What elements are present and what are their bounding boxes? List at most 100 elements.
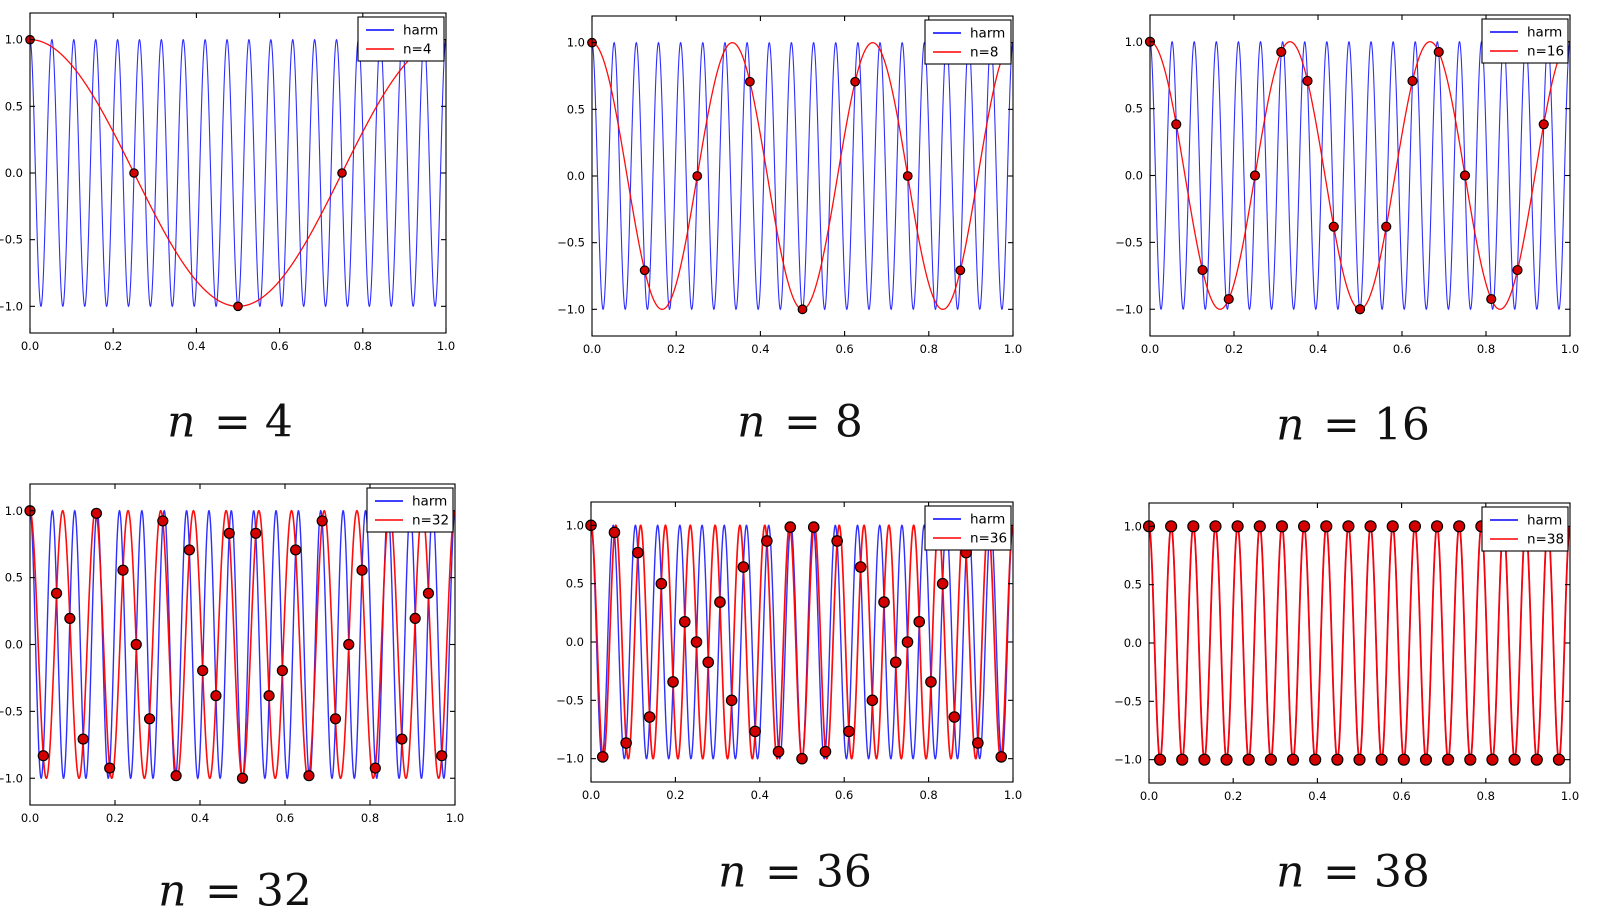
legend-box <box>924 505 1012 551</box>
svg-text:1.0: 1.0 <box>5 504 23 518</box>
svg-text:1.0: 1.0 <box>566 518 584 532</box>
plot-n32: 0.0 0.2 0.4 0.6 0.8 1.0 1.0 0.5 0.0 −0.5 −1.0 harm n… <box>0 483 464 825</box>
caption-variable: n <box>1276 846 1305 898</box>
svg-text:0.6: 0.6 <box>270 339 288 353</box>
svg-text:0.8: 0.8 <box>1477 789 1495 803</box>
svg-text:0.4: 0.4 <box>191 811 209 825</box>
svg-text:0.6: 0.6 <box>276 811 294 825</box>
caption-variable: n <box>1276 399 1305 451</box>
svg-text:0.0: 0.0 <box>566 635 584 649</box>
svg-text:−1.0: −1.0 <box>556 752 584 766</box>
caption-variable: n <box>167 396 196 448</box>
axes-background <box>1150 15 1570 336</box>
svg-text:0.8: 0.8 <box>361 811 379 825</box>
svg-text:0.2: 0.2 <box>106 811 124 825</box>
plot-n16: 0.0 0.2 0.4 0.6 0.8 1.0 1.0 0.5 0.0 −0.5 −1.0 harm n… <box>1115 14 1579 356</box>
axis-ticks <box>29 13 447 333</box>
svg-text:0.8: 0.8 <box>354 339 372 353</box>
svg-text:0.0: 0.0 <box>1140 789 1158 803</box>
y-tick-labels: 1.0 0.5 0.0 −0.5 −1.0 <box>1115 35 1143 317</box>
svg-text:0.0: 0.0 <box>582 788 600 802</box>
svg-text:1.0: 1.0 <box>1561 789 1579 803</box>
svg-text:−0.5: −0.5 <box>557 236 585 250</box>
svg-text:0.0: 0.0 <box>1124 636 1142 650</box>
svg-text:0.4: 0.4 <box>187 339 205 353</box>
y-tick-labels: 1.0 0.5 0.0 −0.5 −1.0 <box>1114 519 1142 766</box>
legend-box <box>924 19 1012 65</box>
y-tick-labels: 1.0 0.5 0.0 −0.5 −1.0 <box>556 518 584 765</box>
legend-entry: harm <box>970 26 1005 42</box>
x-tick-labels: 0.0 0.2 0.4 0.6 0.8 1.0 <box>1141 342 1579 356</box>
legend-entry: harm <box>1527 513 1562 529</box>
caption-value: = 8 <box>783 396 863 448</box>
legend-entry: n=8 <box>970 45 998 61</box>
svg-text:0.2: 0.2 <box>104 339 122 353</box>
svg-text:0.2: 0.2 <box>666 788 684 802</box>
svg-text:−1.0: −1.0 <box>0 771 23 785</box>
svg-text:0.6: 0.6 <box>1392 789 1410 803</box>
legend: harm n=36 <box>924 505 1012 551</box>
svg-text:0.0: 0.0 <box>1125 169 1143 183</box>
svg-text:0.8: 0.8 <box>919 788 937 802</box>
svg-text:−1.0: −1.0 <box>1114 753 1142 767</box>
svg-text:−0.5: −0.5 <box>1114 694 1142 708</box>
legend: harm n=4 <box>357 16 445 62</box>
svg-text:1.0: 1.0 <box>1124 519 1142 533</box>
svg-text:0.5: 0.5 <box>5 571 23 585</box>
plot-n36: 0.0 0.2 0.4 0.6 0.8 1.0 1.0 0.5 0.0 −0.5 −1.0 harm n… <box>556 501 1022 802</box>
y-tick-labels: 1.0 0.5 0.0 −0.5 −1.0 <box>0 33 23 314</box>
x-tick-labels: 0.0 0.2 0.4 0.6 0.8 1.0 <box>582 788 1022 802</box>
svg-text:−0.5: −0.5 <box>556 693 584 707</box>
caption-n32: n = 32 <box>158 866 312 917</box>
legend-entry: harm <box>412 494 447 510</box>
x-tick-labels: 0.0 0.2 0.4 0.6 0.8 1.0 <box>21 339 455 353</box>
axes-background <box>30 13 446 333</box>
x-tick-labels: 0.0 0.2 0.4 0.6 0.8 1.0 <box>583 342 1022 356</box>
svg-text:0.2: 0.2 <box>1225 342 1243 356</box>
svg-text:−0.5: −0.5 <box>1115 235 1143 249</box>
svg-text:0.0: 0.0 <box>583 342 601 356</box>
svg-text:1.0: 1.0 <box>446 811 464 825</box>
svg-text:−1.0: −1.0 <box>0 299 23 313</box>
svg-text:1.0: 1.0 <box>437 339 455 353</box>
svg-text:1.0: 1.0 <box>1125 35 1143 49</box>
plot-n38: 0.0 0.2 0.4 0.6 0.8 1.0 1.0 0.5 0.0 −0.5 −1.0 harm n… <box>1114 502 1579 803</box>
legend-entry: n=38 <box>1527 532 1564 548</box>
sample-points <box>24 505 448 784</box>
legend-entry: n=32 <box>412 513 449 529</box>
svg-text:0.0: 0.0 <box>5 166 23 180</box>
svg-text:1.0: 1.0 <box>1004 788 1022 802</box>
sample-points <box>587 37 966 315</box>
svg-text:0.8: 0.8 <box>1477 342 1495 356</box>
svg-text:0.6: 0.6 <box>835 788 853 802</box>
caption-value: = 36 <box>764 846 872 898</box>
caption-value: = 32 <box>204 865 312 917</box>
svg-text:0.6: 0.6 <box>835 342 853 356</box>
svg-text:0.6: 0.6 <box>1393 342 1411 356</box>
legend-box <box>1481 18 1569 64</box>
svg-text:−1.0: −1.0 <box>1115 302 1143 316</box>
svg-text:0.4: 0.4 <box>1308 789 1326 803</box>
svg-text:0.5: 0.5 <box>5 99 23 113</box>
svg-text:0.5: 0.5 <box>1125 102 1143 116</box>
x-tick-labels: 0.0 0.2 0.4 0.6 0.8 1.0 <box>21 811 464 825</box>
legend-entry: harm <box>970 512 1005 528</box>
legend: harm n=16 <box>1481 18 1569 64</box>
svg-text:0.2: 0.2 <box>667 342 685 356</box>
caption-n8: n = 8 <box>737 397 863 448</box>
svg-text:0.5: 0.5 <box>566 577 584 591</box>
y-tick-labels: 1.0 0.5 0.0 −0.5 −1.0 <box>0 504 23 786</box>
svg-text:1.0: 1.0 <box>567 36 585 50</box>
legend-entry: harm <box>403 23 438 39</box>
legend: harm n=8 <box>924 19 1012 65</box>
svg-text:0.0: 0.0 <box>567 169 585 183</box>
caption-n16: n = 16 <box>1276 400 1430 451</box>
svg-text:−0.5: −0.5 <box>0 233 23 247</box>
caption-variable: n <box>718 846 747 898</box>
legend-box <box>357 16 445 62</box>
caption-value: = 4 <box>213 396 293 448</box>
svg-text:0.4: 0.4 <box>1309 342 1327 356</box>
svg-text:0.0: 0.0 <box>5 638 23 652</box>
axis-ticks <box>591 16 1014 336</box>
